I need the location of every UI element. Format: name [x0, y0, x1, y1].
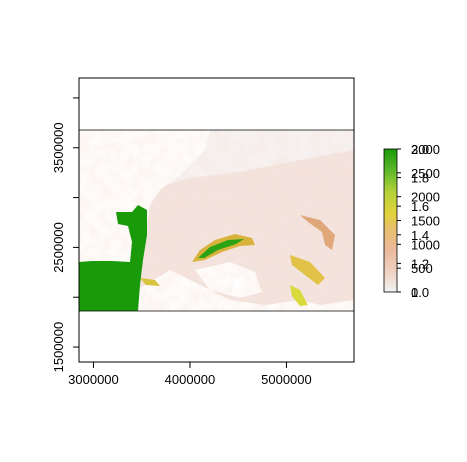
color-legend: 0 500 1000 1500 2000 2500 3000 1.0 1.2 1.4 1.6 1.8 2… [383, 142, 440, 300]
raster-carpathians [300, 215, 335, 250]
plot-frame [78, 77, 355, 363]
raster-balkans [290, 255, 325, 285]
y-axis: 1500000 2500000 3500000 [51, 97, 79, 373]
y-tick-label: 3500000 [51, 122, 66, 173]
x-tick-label: 3000000 [68, 372, 119, 387]
legend-tick-label: 500 [411, 261, 433, 276]
legend-tick-label: 2.0 [411, 142, 429, 157]
legend-tick-label: 1.2 [411, 256, 429, 271]
legend-colorbar [383, 148, 398, 293]
legend-ticks: 0 500 1000 1500 2000 2500 3000 1.0 1.2 1.4 1.6 1.8 2… [397, 142, 440, 300]
legend-tick-label: 1.4 [411, 228, 429, 243]
legend-tick-label: 1000 [411, 237, 440, 252]
legend-tick-label: 2500 [411, 166, 440, 181]
raster-west-green [79, 205, 147, 311]
raster-south-yellow [290, 285, 308, 306]
x-tick-label: 5000000 [261, 372, 312, 387]
legend-tick-label: 2000 [411, 190, 440, 205]
raster-alps-core [198, 239, 244, 258]
raster-image [79, 130, 354, 311]
legend-tick-label: 1500 [411, 214, 440, 229]
x-axis: 3000000 4000000 5000000 [68, 362, 312, 387]
x-tick-label: 4000000 [165, 372, 216, 387]
y-tick-label: 1500000 [51, 322, 66, 373]
raster-pyrenees [140, 278, 160, 286]
legend-tick-label: 1.8 [411, 171, 429, 186]
y-tick-label: 2500000 [51, 222, 66, 273]
legend-tick-label: 1.6 [411, 199, 429, 214]
legend-tick-label: 1.0 [411, 285, 429, 300]
legend-tick-label: 3000 [411, 142, 440, 157]
legend-tick-label: 0 [411, 285, 418, 300]
